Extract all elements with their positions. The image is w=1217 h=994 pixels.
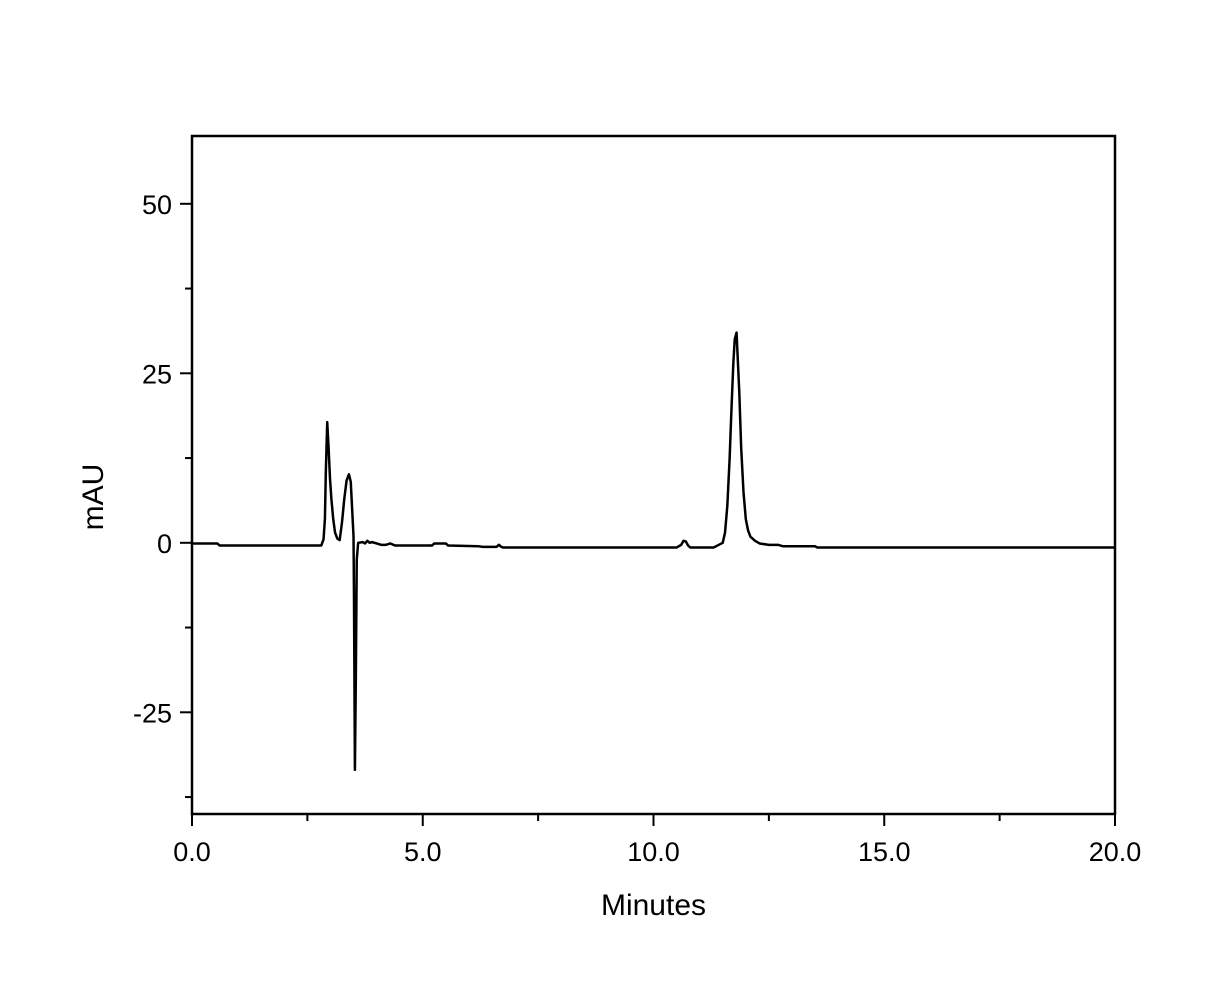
y-tick-label: 25 xyxy=(142,359,172,389)
x-tick-label: 10.0 xyxy=(627,837,680,867)
x-axis-title: Minutes xyxy=(601,889,706,922)
x-tick-label: 5.0 xyxy=(404,837,442,867)
signal-trace xyxy=(192,331,1115,772)
x-tick-label: 0.0 xyxy=(173,837,211,867)
axis-tick-labels: 0.0 5.0 10.0 15.0 20.0 -25 0 25 50 xyxy=(133,190,1141,867)
x-tick-label: 15.0 xyxy=(858,837,911,867)
axis-ticks xyxy=(180,202,1116,826)
y-axis-title: mAU xyxy=(77,464,110,531)
x-tick-label: 20.0 xyxy=(1089,837,1142,867)
y-tick-label: 50 xyxy=(142,190,172,220)
y-tick-label: 0 xyxy=(157,529,172,559)
y-tick-label: -25 xyxy=(133,698,172,728)
